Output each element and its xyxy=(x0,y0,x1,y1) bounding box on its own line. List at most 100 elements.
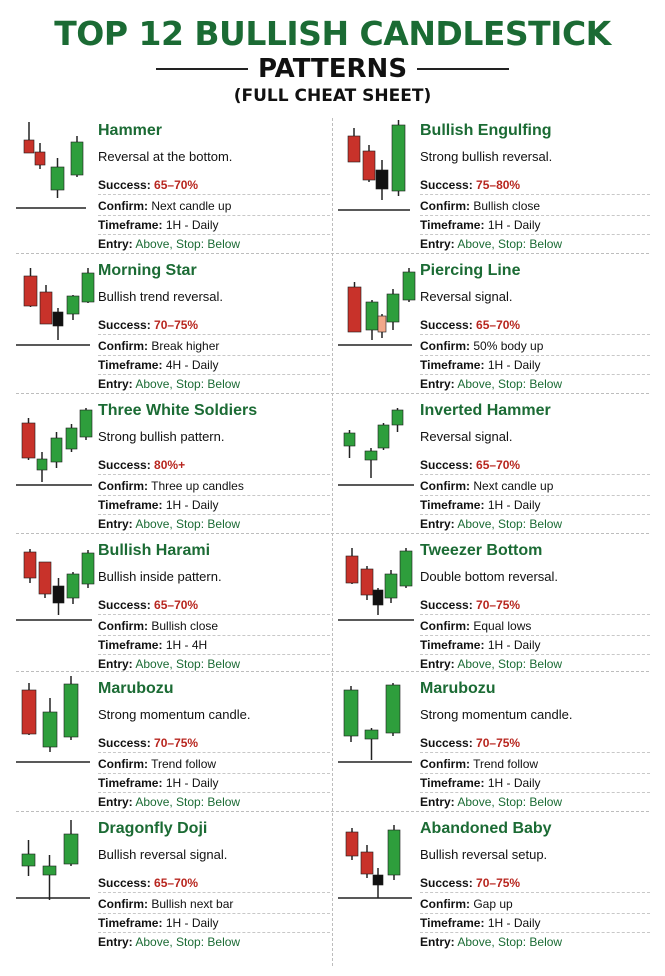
stat-label: Confirm: xyxy=(420,339,470,353)
stat-value: Above, Stop: Below xyxy=(135,517,241,531)
stat-value: 65–70% xyxy=(154,178,199,192)
timeframe-stat: Timeframe: 1H - Daily xyxy=(98,216,330,235)
candle-body xyxy=(52,311,64,327)
stat-label: Confirm: xyxy=(420,199,470,213)
row-divider xyxy=(16,393,649,394)
pattern-name: Piercing Line xyxy=(420,262,521,279)
stat-value: 65–70% xyxy=(476,318,521,332)
candlestick-illustration xyxy=(16,820,90,900)
stat-label: Entry: xyxy=(98,517,133,531)
timeframe-stat: Timeframe: 1H - Daily xyxy=(420,496,650,515)
candle-body xyxy=(375,169,389,190)
timeframe-stat: Timeframe: 1H - Daily xyxy=(420,914,650,933)
candle-body xyxy=(372,589,384,606)
candle xyxy=(66,572,80,604)
stat-value: Equal lows xyxy=(473,619,532,633)
candle-body xyxy=(50,166,65,191)
candle xyxy=(21,683,37,735)
success-stat: Success: 70–75% xyxy=(98,734,330,753)
candle xyxy=(375,160,389,200)
success-stat: Success: 70–75% xyxy=(420,874,650,893)
stat-label: Timeframe: xyxy=(420,638,485,652)
success-stat: Success: 65–70% xyxy=(420,456,650,475)
stat-value: 1H - Daily xyxy=(165,916,219,930)
candle xyxy=(81,268,95,303)
stat-value: 65–70% xyxy=(154,598,199,612)
candle-body xyxy=(79,409,93,438)
stat-label: Success: xyxy=(98,736,151,750)
subtitle-rule-right xyxy=(417,68,510,70)
pattern-name: Hammer xyxy=(98,122,163,139)
stat-value: 1H - 4H xyxy=(165,638,208,652)
stat-value: 70–75% xyxy=(476,598,521,612)
candle-body xyxy=(81,272,95,303)
stat-label: Timeframe: xyxy=(420,498,485,512)
candle-body xyxy=(21,422,36,459)
candle xyxy=(65,424,78,452)
candle xyxy=(39,285,53,325)
pattern-card: Inverted Hammer Reversal signal. Success: … xyxy=(338,398,654,538)
candle-body xyxy=(63,683,79,738)
pattern-card: Piercing Line Reversal signal. Success: 65… xyxy=(338,258,654,398)
success-stat: Success: 70–75% xyxy=(98,316,330,335)
candle-body xyxy=(34,151,46,166)
confirm-stat: Confirm: Trend follow xyxy=(420,755,650,774)
stat-value: 1H - Daily xyxy=(165,498,219,512)
candle-body xyxy=(377,315,387,333)
timeframe-stat: Timeframe: 1H - Daily xyxy=(420,636,650,655)
candle-body xyxy=(81,552,95,585)
confirm-stat: Confirm: Trend follow xyxy=(98,755,330,774)
stat-value: Trend follow xyxy=(473,757,539,771)
candle-body xyxy=(50,437,63,463)
stat-value: Bullish next bar xyxy=(151,897,234,911)
pattern-card: Tweezer Bottom Double bottom reversal. Suc… xyxy=(338,538,654,678)
pattern-card: Marubozu Strong momentum candle. Success: … xyxy=(16,676,332,816)
candle xyxy=(21,840,36,876)
pattern-description: Bullish trend reversal. xyxy=(98,289,223,304)
timeframe-stat: Timeframe: 1H - Daily xyxy=(98,914,330,933)
row-divider xyxy=(16,253,649,254)
stat-value: Break higher xyxy=(151,339,220,353)
stat-value: 1H - Daily xyxy=(165,218,219,232)
candlestick-illustration xyxy=(338,408,414,486)
pattern-name: Inverted Hammer xyxy=(420,402,551,419)
candle-body xyxy=(38,561,52,595)
candle-body xyxy=(364,729,379,740)
candle-body xyxy=(402,271,416,301)
stat-value: 70–75% xyxy=(476,736,521,750)
subtitle-rule-left xyxy=(155,68,248,70)
stat-label: Entry: xyxy=(420,795,455,809)
candle-body xyxy=(63,833,79,865)
candle xyxy=(34,143,46,169)
candle xyxy=(23,122,35,154)
candle xyxy=(387,825,401,880)
pattern-description: Bullish inside pattern. xyxy=(98,569,222,584)
candle xyxy=(52,578,65,615)
confirm-stat: Confirm: Next candle up xyxy=(420,477,650,496)
candle xyxy=(50,158,65,198)
candle xyxy=(399,548,413,588)
candle xyxy=(79,408,93,440)
stat-label: Success: xyxy=(420,876,473,890)
stat-value: Above, Stop: Below xyxy=(457,517,563,531)
page-title: TOP 12 BULLISH CANDLESTICK xyxy=(54,14,611,53)
stat-value: 1H - Daily xyxy=(487,218,541,232)
candle-body xyxy=(399,550,413,587)
candle xyxy=(391,408,404,432)
stat-label: Confirm: xyxy=(98,339,148,353)
candle xyxy=(386,289,400,330)
entry-stat: Entry: Above, Stop: Below xyxy=(420,235,650,253)
candle-body xyxy=(364,450,378,461)
pattern-card: Bullish Harami Bullish inside pattern. Suc… xyxy=(16,538,332,678)
stat-label: Timeframe: xyxy=(420,218,485,232)
candle-body xyxy=(347,135,361,163)
candle-body xyxy=(36,458,48,471)
stat-value: 1H - Daily xyxy=(487,358,541,372)
candle-body xyxy=(391,124,406,192)
candle-body xyxy=(21,689,37,735)
candle xyxy=(347,282,362,333)
candle-body xyxy=(384,573,398,599)
stat-value: Above, Stop: Below xyxy=(457,237,563,251)
pattern-description: Strong momentum candle. xyxy=(98,707,251,722)
entry-stat: Entry: Above, Stop: Below xyxy=(420,655,650,673)
